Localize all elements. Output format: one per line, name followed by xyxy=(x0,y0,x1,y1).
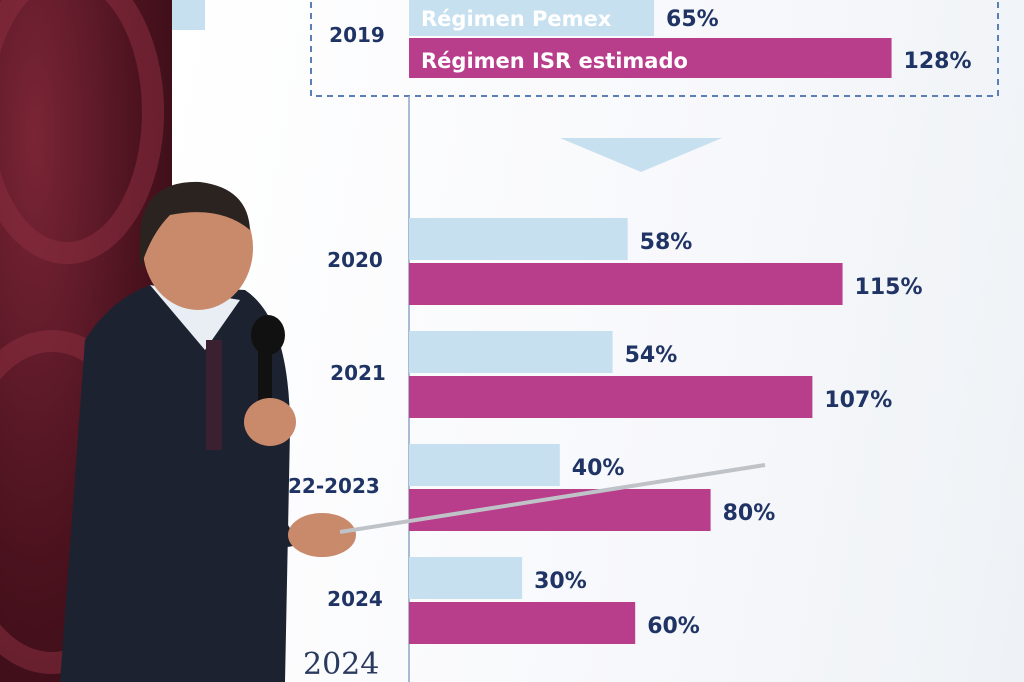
bar-pemex-2021 xyxy=(409,331,613,373)
data-label-isr-2021: 107% xyxy=(824,388,892,413)
data-label-isr-2022-2023: 80% xyxy=(723,501,776,526)
legend-bar-isr xyxy=(409,38,892,78)
data-label-pemex-2022-2023: 40% xyxy=(572,456,625,481)
speaker-figure xyxy=(60,181,766,682)
legend-swatch-corner xyxy=(172,0,205,30)
data-label-pemex-2020: 58% xyxy=(640,230,693,255)
bar-isr-2021 xyxy=(409,376,813,418)
data-label-isr-2024: 60% xyxy=(647,614,700,639)
legend-entry-label: Régimen Pemex xyxy=(421,7,612,31)
data-label-pemex-2021: 54% xyxy=(625,343,678,368)
bar-pemex-2020 xyxy=(409,218,628,260)
data-label-isr-2020: 115% xyxy=(855,275,923,300)
category-label-2020: 2020 xyxy=(327,248,383,272)
category-label-2024: 2024 xyxy=(327,587,383,611)
down-arrow-icon xyxy=(560,138,722,172)
bar-isr-2024 xyxy=(409,602,636,644)
legend-bar-pemex xyxy=(409,0,655,36)
legend-box xyxy=(310,0,999,97)
data-label-pemex-2024: 30% xyxy=(534,569,587,594)
bar-pemex-2024 xyxy=(409,557,523,599)
bar-isr-2022-2023 xyxy=(409,489,711,531)
category-label-2021: 2021 xyxy=(330,361,386,385)
bar-isr-2020 xyxy=(409,263,843,305)
footer-logo-2024: 2024 xyxy=(303,647,379,682)
legend-year-label: 2019 xyxy=(329,23,385,47)
bars: 58% 115% 54% 107% 40% 80% 30% 60% xyxy=(409,218,923,644)
legend-value-label: 128% xyxy=(904,49,972,74)
bar-pemex-2022-2023 xyxy=(409,444,560,486)
legend-entry-label: Régimen ISR estimado xyxy=(421,49,688,73)
legend-value-label: 65% xyxy=(666,7,719,32)
legend-bars: Régimen Pemex 65% Régimen ISR estimado 128% xyxy=(409,0,972,78)
